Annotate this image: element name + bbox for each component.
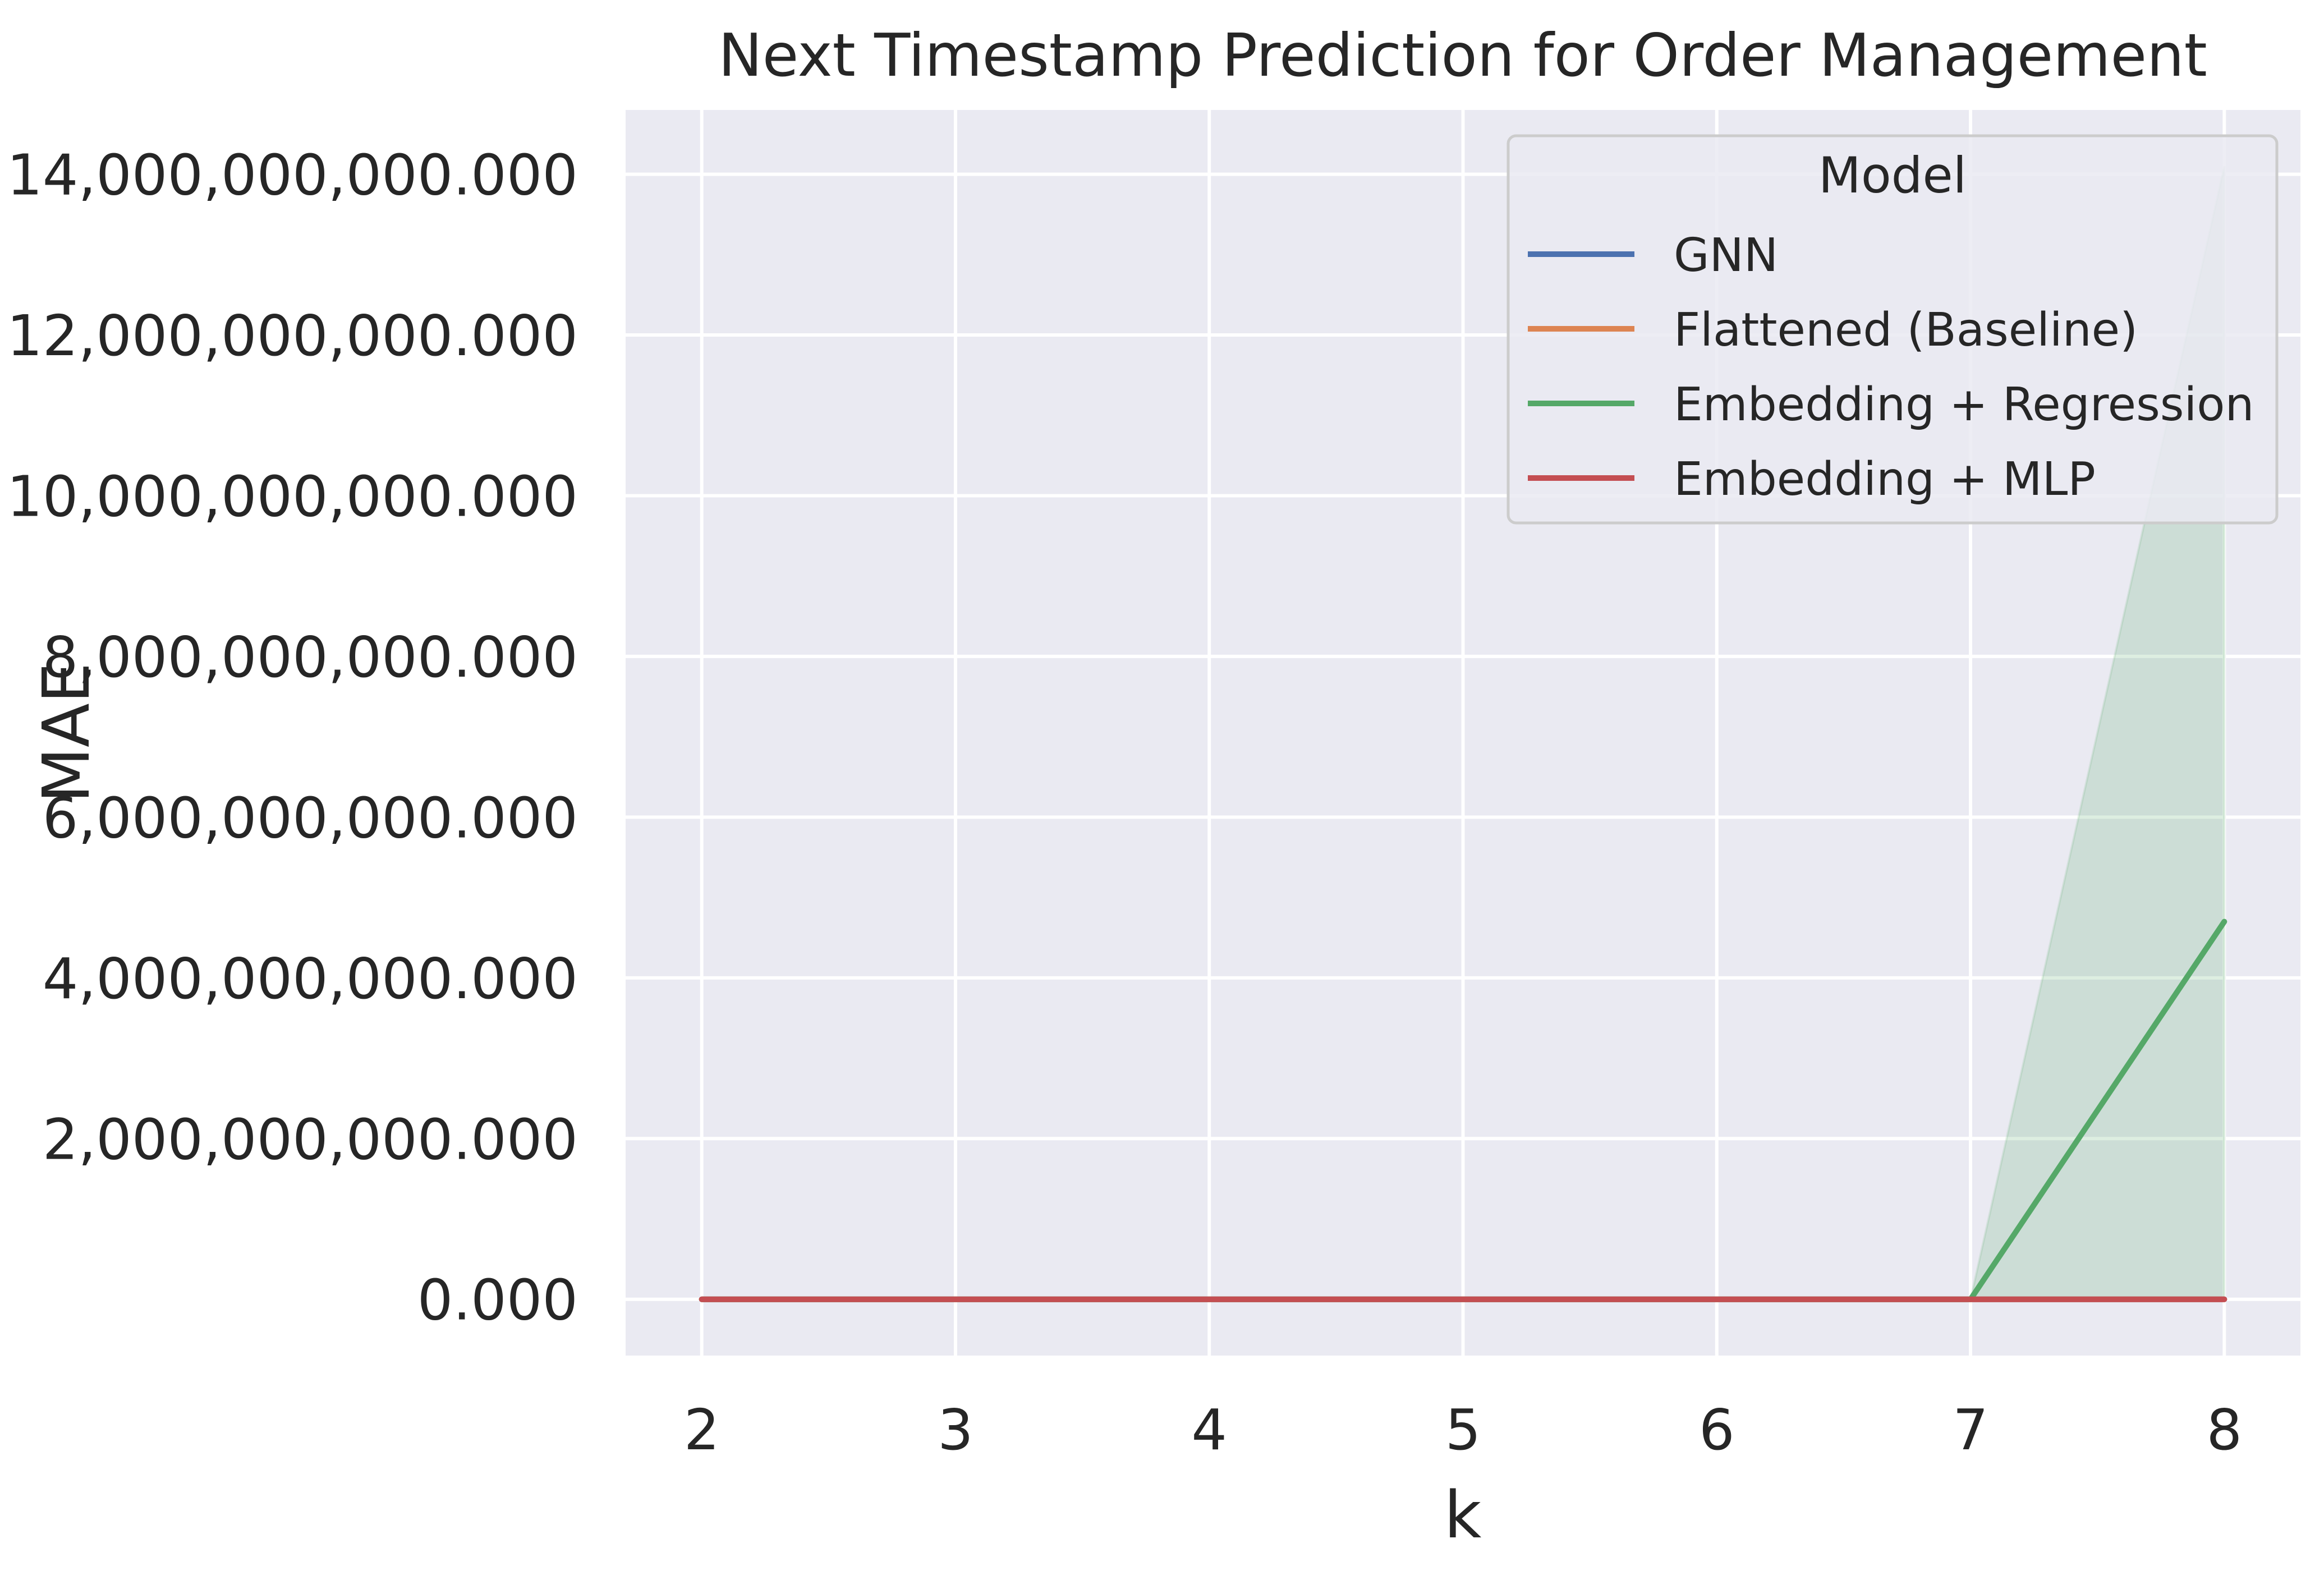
- series-lines: [699, 918, 2227, 1302]
- y-tick-label: 0.000: [417, 1267, 578, 1333]
- legend-box: [1507, 134, 2279, 525]
- legend-label: Flattened (Baseline): [1674, 304, 2138, 357]
- x-tick-labels: 2 3 4 5 6 7 8: [684, 1397, 2242, 1463]
- x-tick-label: 5: [1445, 1397, 1481, 1463]
- chart-title: Next Timestamp Prediction for Order Mana…: [718, 21, 2207, 90]
- x-tick-label: 2: [684, 1397, 720, 1463]
- x-tick-label: 8: [2207, 1397, 2243, 1463]
- y-tick-label: 6,000,000,000.000: [43, 785, 578, 851]
- x-tick-label: 4: [1191, 1397, 1227, 1463]
- legend-items: GNN Flattened (Baseline) Embedding + Regre…: [1528, 229, 2254, 506]
- y-tick-label: 8,000,000,000.000: [43, 624, 578, 690]
- y-axis-label: MAE: [29, 663, 104, 803]
- y-tick-label: 4,000,000,000.000: [43, 946, 578, 1012]
- legend-label: GNN: [1674, 229, 1778, 282]
- x-axis-label: k: [1444, 1478, 1482, 1553]
- y-tick-label: 2,000,000,000.000: [43, 1106, 578, 1172]
- x-tick-label: 7: [1953, 1397, 1988, 1463]
- y-tick-label: 10,000,000,000.000: [7, 463, 578, 529]
- legend-label: Embedding + Regression: [1674, 378, 2254, 431]
- y-tick-labels: 0.000 2,000,000,000.000 4,000,000,000.000 6…: [7, 143, 578, 1333]
- legend-label: Embedding + MLP: [1674, 453, 2096, 506]
- x-tick-label: 3: [938, 1397, 973, 1463]
- y-tick-label: 14,000,000,000.000: [7, 143, 578, 208]
- y-tick-label: 12,000,000,000.000: [7, 303, 578, 369]
- x-tick-label: 6: [1699, 1397, 1735, 1463]
- legend: Model GNN Flattened (Baseline) Embedding +…: [1507, 134, 2279, 525]
- legend-title: Model: [1818, 146, 1967, 204]
